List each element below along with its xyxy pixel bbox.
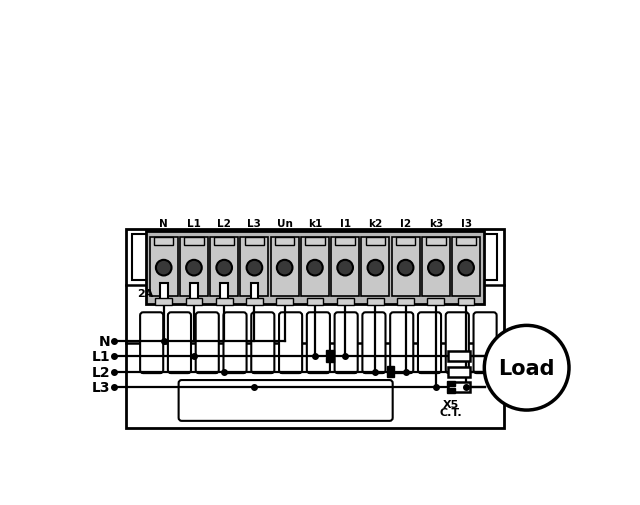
Bar [456, 237, 476, 245]
FancyBboxPatch shape [179, 380, 393, 421]
FancyBboxPatch shape [140, 313, 163, 373]
FancyBboxPatch shape [279, 313, 302, 373]
Bar [154, 237, 173, 245]
Text: k1: k1 [308, 219, 322, 229]
Circle shape [458, 260, 474, 276]
Bar [186, 298, 202, 306]
Bar [452, 237, 480, 296]
Bar [301, 237, 329, 296]
FancyBboxPatch shape [307, 313, 330, 373]
Bar [132, 234, 497, 280]
Bar [246, 298, 263, 306]
Text: N: N [159, 219, 168, 229]
Circle shape [307, 260, 323, 276]
Bar [337, 298, 353, 306]
Text: C.T.: C.T. [440, 407, 462, 417]
Text: L3: L3 [248, 219, 261, 229]
Bar [447, 381, 455, 387]
Text: I2: I2 [400, 219, 411, 229]
Bar [387, 366, 394, 371]
Circle shape [337, 260, 353, 276]
Text: N: N [99, 334, 110, 348]
Text: L2: L2 [217, 219, 231, 229]
Text: L2: L2 [92, 365, 110, 379]
Bar [448, 367, 470, 377]
Bar [448, 382, 470, 392]
Text: Un: Un [276, 219, 292, 229]
Bar [365, 237, 385, 245]
Bar [326, 357, 334, 363]
FancyBboxPatch shape [474, 313, 497, 373]
Bar [214, 237, 234, 245]
Bar [397, 298, 414, 306]
Text: k2: k2 [368, 219, 383, 229]
Bar [392, 237, 420, 296]
Circle shape [156, 260, 172, 276]
Text: L3: L3 [92, 380, 110, 394]
Text: I3: I3 [461, 219, 472, 229]
Bar [180, 237, 208, 296]
Bar [326, 350, 334, 356]
Bar [241, 237, 268, 296]
Bar [387, 372, 394, 378]
Bar [448, 351, 470, 362]
Circle shape [398, 260, 413, 276]
Bar [271, 237, 299, 296]
Bar [426, 237, 445, 245]
Text: X5: X5 [443, 399, 459, 409]
Bar [160, 283, 168, 302]
Bar [447, 388, 455, 393]
Bar [220, 283, 228, 302]
Bar [251, 283, 259, 302]
Bar [210, 237, 238, 296]
Bar [367, 298, 384, 306]
FancyBboxPatch shape [335, 313, 358, 373]
Bar [276, 298, 293, 306]
FancyBboxPatch shape [252, 313, 275, 373]
Text: L1: L1 [92, 349, 110, 364]
Circle shape [484, 326, 569, 410]
Bar [422, 237, 450, 296]
Bar [216, 298, 232, 306]
Bar [396, 237, 415, 245]
Bar [126, 230, 504, 428]
Bar [305, 237, 324, 245]
Bar [335, 237, 355, 245]
FancyBboxPatch shape [445, 313, 469, 373]
Bar [150, 237, 178, 296]
Bar [458, 298, 474, 306]
FancyBboxPatch shape [223, 313, 246, 373]
Circle shape [428, 260, 444, 276]
FancyBboxPatch shape [362, 313, 385, 373]
Bar [244, 237, 264, 245]
Circle shape [367, 260, 383, 276]
Bar [190, 283, 198, 302]
Text: 2A: 2A [138, 288, 154, 298]
Circle shape [277, 260, 292, 276]
Bar [362, 237, 389, 296]
Bar [275, 237, 294, 245]
FancyBboxPatch shape [418, 313, 441, 373]
Text: L1: L1 [187, 219, 201, 229]
Bar [307, 298, 323, 306]
Bar [331, 237, 359, 296]
Text: Load: Load [499, 358, 555, 378]
Text: k3: k3 [429, 219, 443, 229]
Circle shape [246, 260, 262, 276]
Bar [145, 231, 484, 304]
Bar [156, 298, 172, 306]
FancyBboxPatch shape [196, 313, 219, 373]
Text: I1: I1 [340, 219, 351, 229]
Bar [184, 237, 204, 245]
Circle shape [216, 260, 232, 276]
Circle shape [186, 260, 202, 276]
FancyBboxPatch shape [168, 313, 191, 373]
FancyBboxPatch shape [390, 313, 413, 373]
Bar [428, 298, 444, 306]
